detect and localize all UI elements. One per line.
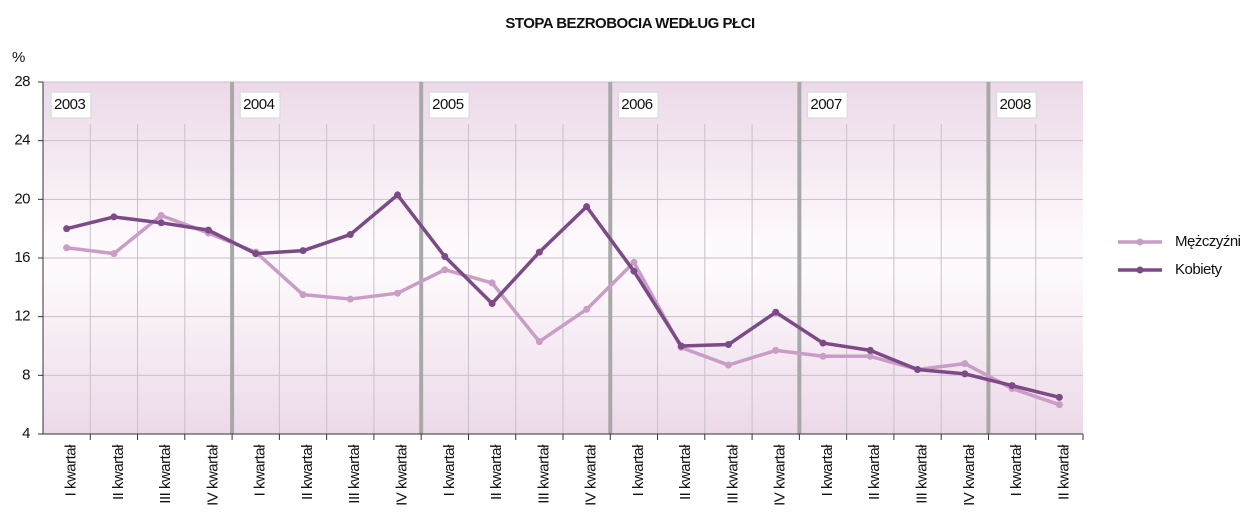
data-point [583,305,591,313]
x-tick-label: III kwartał [914,444,931,504]
x-tick-label: IV kwartał [772,444,789,506]
data-point [724,361,732,369]
y-tick-label: 24 [14,132,30,149]
data-point [914,365,922,373]
data-point [441,266,449,274]
data-point [819,339,827,347]
data-point [252,250,260,258]
data-point [488,279,496,287]
x-tick-label: II kwartał [866,444,883,500]
year-label-box [995,91,1038,119]
year-label-box [806,91,849,119]
data-point [1055,401,1063,409]
data-point [110,250,118,258]
x-tick-label: IV kwartał [583,444,600,506]
x-tick-label: II kwartał [488,444,505,500]
data-point [157,219,165,227]
year-label: 2008 [999,96,1031,113]
year-label: 2005 [432,96,464,113]
data-point [535,338,543,346]
y-tick-label: 12 [14,308,30,325]
legend-marker [1136,238,1144,246]
data-point [535,248,543,256]
data-point [204,226,212,234]
year-label: 2004 [243,96,275,113]
x-tick-label: III kwartał [535,444,552,504]
x-tick-label: III kwartał [157,444,174,504]
x-tick-label: I kwartał [1008,444,1025,497]
x-tick-label: II kwartał [110,444,127,500]
data-point [394,289,402,297]
year-label: 2006 [621,96,653,113]
data-point [441,253,449,261]
x-tick-label: IV kwartał [204,444,221,506]
data-point [772,308,780,316]
x-tick-label: I kwartał [252,444,269,497]
data-point [346,295,354,303]
data-point [630,258,638,266]
year-label-box [617,91,660,119]
legend-label: Kobiety [1175,261,1223,278]
y-axis-label: % [12,49,25,66]
y-tick-label: 20 [14,190,30,207]
data-point [961,370,969,378]
year-label: 2007 [810,96,842,113]
data-point [866,346,874,354]
x-tick-label: III kwartał [346,444,363,504]
data-point [1008,382,1016,390]
x-tick-label: II kwartał [299,444,316,500]
y-tick-label: 4 [22,425,30,442]
data-point [157,211,165,219]
x-tick-label: I kwartał [630,444,647,497]
x-tick-label: IV kwartał [961,444,978,506]
y-tick-label: 8 [22,366,30,383]
year-label-box [50,91,92,119]
data-point [299,247,307,255]
data-point [346,231,354,239]
data-point [630,267,638,275]
data-point [299,291,307,299]
y-tick-label: 16 [14,249,30,266]
data-point [772,346,780,354]
data-point [488,299,496,307]
data-point [819,352,827,360]
data-point [724,341,732,349]
data-point [110,213,118,221]
year-label: 2003 [54,96,86,113]
y-tick-label: 28 [14,73,30,90]
data-point [394,191,402,199]
x-tick-label: IV kwartał [394,444,411,506]
x-tick-label: I kwartał [819,444,836,497]
x-tick-label: III kwartał [724,444,741,504]
x-tick-label: I kwartał [63,444,80,497]
series-line [66,193,1060,400]
year-label-box [428,91,470,119]
data-point [63,244,71,252]
data-point [961,360,969,368]
x-tick-label: I kwartał [441,444,458,497]
data-point [866,352,874,360]
x-tick-label: II kwartał [677,444,694,500]
data-point [1055,393,1063,401]
chart-title: STOPA BEZROBOCIA WEDŁUG PŁCI [505,15,755,32]
data-point [677,342,685,350]
data-point [63,225,71,233]
x-tick-label: II kwartał [1055,444,1072,500]
data-point [583,203,591,211]
year-label-box [239,91,281,119]
legend-label: Mężczyźni [1175,233,1241,250]
legend-marker [1136,266,1144,274]
